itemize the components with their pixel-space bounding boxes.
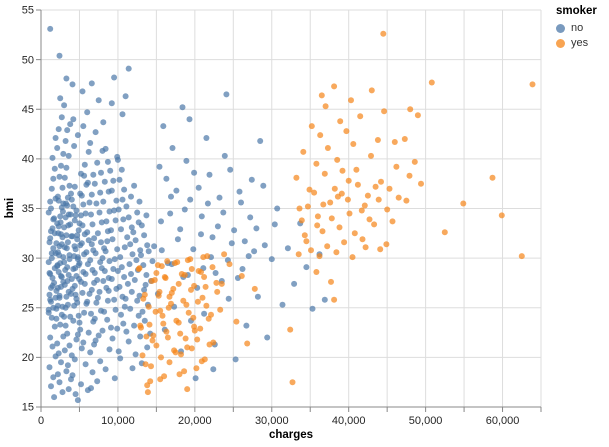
legend-label-yes: yes [571,37,589,49]
y-axis-title: bmi [4,197,16,219]
x-tick-label: 0 [38,415,44,427]
x-tick-label: 60,000 [486,415,520,427]
x-tick-label: 50,000 [409,415,443,427]
y-tick-label: 30 [22,253,34,265]
y-tick-label: 15 [22,402,34,414]
x-tick-label: 30,000 [255,415,289,427]
legend-swatch-yes-icon [556,39,565,48]
y-tick-label: 40 [22,154,34,166]
x-tick-label: 20,000 [178,415,212,427]
legend-swatch-no-icon [556,24,565,33]
legend-title: smoker [556,5,597,17]
legend: smoker no yes [556,5,608,53]
x-axis-title: charges [268,429,314,441]
series-yes-points [135,30,536,396]
gridlines [41,9,542,407]
axes: 0 10,000 20,000 30,000 40,000 50,000 60,000 15 2… [22,5,542,427]
y-tick-label: 20 [22,352,34,364]
y-tick-label: 50 [22,54,34,66]
y-tick-label: 55 [22,5,34,17]
x-tick-label: 40,000 [332,415,366,427]
y-tick-label: 25 [22,302,34,314]
legend-label-no: no [571,22,584,34]
y-tick-label: 35 [22,203,34,215]
legend-item-no: no [556,23,608,34]
x-tick-label: 10,000 [101,415,135,427]
legend-item-yes: yes [556,38,608,49]
y-tick-label: 45 [22,104,34,116]
